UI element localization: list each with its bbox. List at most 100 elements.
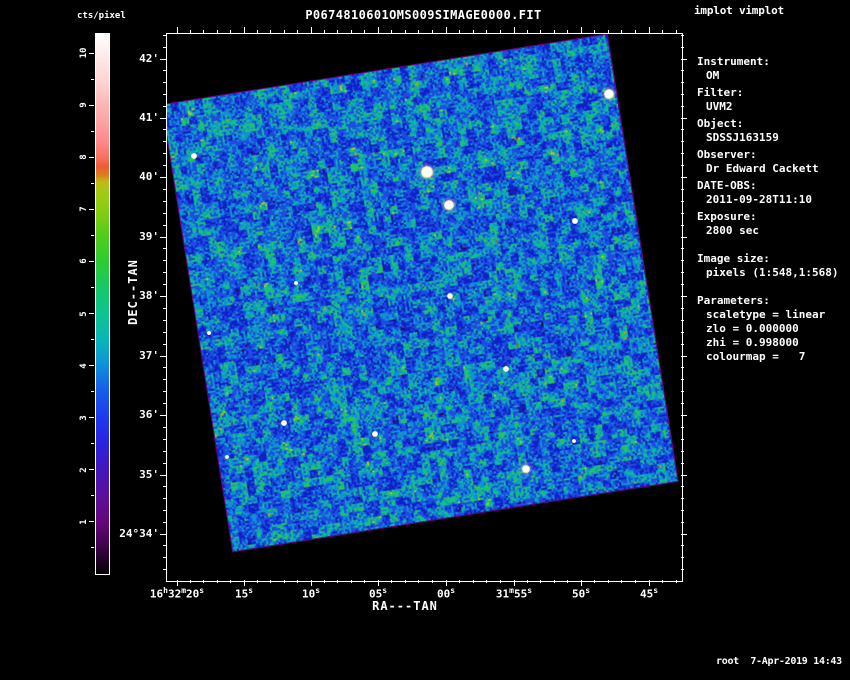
y-tick-major (160, 474, 166, 476)
info-label: Exposure: (697, 210, 757, 223)
info-group: Parameters: scaletype = linear zlo = 0.000… (697, 294, 850, 364)
x-tick-minor (486, 30, 488, 33)
x-tick-major (513, 580, 515, 586)
y-tick-minor (163, 462, 166, 464)
info-value: colourmap = 7 (706, 350, 806, 363)
info-value: Dr Edward Cackett (706, 162, 819, 175)
y-tick-label: 36' (139, 408, 159, 421)
x-tick-minor (323, 30, 325, 33)
star (503, 366, 509, 372)
y-tick-minor (681, 402, 684, 404)
plot-frame (166, 33, 683, 582)
star (522, 465, 530, 473)
y-tick-minor (163, 450, 166, 452)
x-tick-minor (431, 580, 433, 583)
colorbar-tick-minor (91, 339, 94, 341)
x-tick-minor (364, 580, 366, 583)
y-tick-major (681, 474, 687, 476)
x-tick-minor (526, 580, 528, 583)
y-tick-minor (163, 545, 166, 547)
colorbar-tick-label: 10 (79, 47, 89, 59)
y-tick-major (681, 176, 687, 178)
y-tick-minor (681, 70, 684, 72)
info-group: Filter: UVM2 (697, 86, 850, 114)
x-tick-minor (203, 580, 205, 583)
x-tick-minor (350, 30, 352, 33)
colorbar-tick-major (89, 156, 94, 158)
x-tick-minor (404, 30, 406, 33)
info-label: Parameters: (697, 294, 770, 307)
colorbar-tick-label: 1 (79, 519, 89, 525)
x-tick-major (377, 580, 379, 586)
y-tick-minor (681, 331, 684, 333)
y-tick-minor (681, 82, 684, 84)
y-tick-minor (681, 557, 684, 559)
y-tick-minor (163, 426, 166, 428)
colorbar-tick-label: 9 (79, 102, 89, 108)
y-tick-minor (163, 93, 166, 95)
y-tick-minor (163, 164, 166, 166)
y-tick-label: 41' (139, 111, 159, 124)
y-tick-major (681, 414, 687, 416)
y-tick-minor (163, 343, 166, 345)
info-group: Instrument: OM (697, 55, 850, 83)
x-tick-major (310, 27, 312, 33)
x-tick-minor (270, 580, 272, 583)
x-tick-minor (391, 580, 393, 583)
y-tick-major (681, 58, 687, 60)
app-label: implot vimplot (694, 4, 784, 17)
y-tick-minor (163, 248, 166, 250)
x-tick-minor (634, 30, 636, 33)
x-tick-label: 45s (639, 586, 659, 601)
y-tick-major (681, 117, 687, 119)
x-tick-major (445, 27, 447, 33)
x-tick-minor (216, 580, 218, 583)
x-tick-minor (540, 580, 542, 583)
x-tick-label: 31m55s (495, 586, 533, 601)
y-tick-minor (163, 319, 166, 321)
y-tick-minor (163, 271, 166, 273)
x-tick-minor (567, 30, 569, 33)
info-group: DATE-OBS: 2011-09-28T11:10 (697, 179, 850, 207)
footer-user-timestamp: root 7-Apr-2019 14:43 (716, 656, 842, 667)
colorbar-tick-major (89, 260, 94, 262)
y-tick-major (160, 355, 166, 357)
x-tick-minor (297, 30, 299, 33)
sky-image-canvas[interactable] (167, 34, 678, 552)
info-value: zlo = 0.000000 (706, 322, 799, 335)
y-tick-major (160, 533, 166, 535)
y-tick-minor (163, 224, 166, 226)
colorbar-tick-major (89, 521, 94, 523)
y-tick-minor (681, 248, 684, 250)
colorbar-tick-minor (91, 391, 94, 393)
star (604, 89, 614, 99)
colorbar-tick-major (89, 208, 94, 210)
y-tick-minor (163, 390, 166, 392)
x-tick-minor (230, 30, 232, 33)
x-axis-title: RA---TAN (372, 599, 438, 613)
x-tick-minor (270, 30, 272, 33)
x-tick-minor (459, 30, 461, 33)
sky-image[interactable] (167, 34, 679, 553)
y-tick-minor (681, 498, 684, 500)
x-tick-label: 16h32m20s (149, 586, 205, 601)
info-group: Image size: pixels (1:548,1:568) (697, 252, 850, 280)
colorbar (95, 33, 110, 575)
info-value: UVM2 (706, 100, 733, 113)
y-tick-major (160, 236, 166, 238)
x-tick-minor (567, 580, 569, 583)
plot-title: P0674810601OMS009SIMAGE0000.FIT (305, 8, 542, 22)
x-tick-minor (431, 30, 433, 33)
y-tick-minor (163, 367, 166, 369)
y-tick-minor (163, 70, 166, 72)
x-tick-label: 50s (571, 586, 591, 601)
x-tick-minor (472, 580, 474, 583)
y-tick-major (160, 414, 166, 416)
colorbar-tick-major (89, 104, 94, 106)
colorbar-tick-label: 3 (79, 414, 89, 421)
info-value: SDSSJ163159 (706, 131, 779, 144)
info-value: pixels (1:548,1:568) (706, 266, 839, 279)
colorbar-tick-label: 8 (79, 154, 89, 160)
x-tick-minor (662, 30, 664, 33)
